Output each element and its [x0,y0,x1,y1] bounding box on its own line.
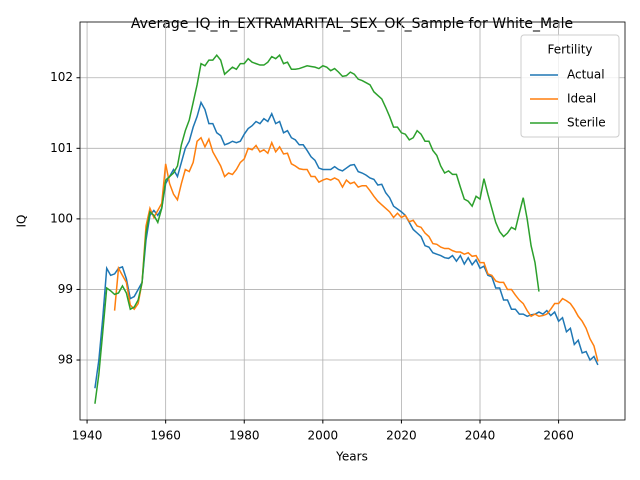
data-line [113,136,599,362]
legend-label: Actual [567,68,605,82]
x-tick-label: 1980 [229,429,260,443]
x-tick-label: 1940 [72,429,103,443]
legend-box [520,34,620,138]
legend-label: Ideal [567,92,596,106]
x-tick-label: 2000 [308,429,339,443]
y-tick-label: 100 [50,211,73,225]
y-tick-label: 99 [58,282,73,296]
y-tick-label: 102 [50,70,73,84]
chart-title: Average_IQ_in_EXTRAMARITAL_SEX_OK_Sample… [131,16,573,32]
x-axis-label: Years [335,450,368,464]
data-line [94,100,599,389]
plot-frame [79,21,626,421]
y-tick-label: 98 [58,353,73,367]
y-tick-label: 101 [50,141,73,155]
x-tick-label: 2040 [465,429,496,443]
data-line [94,53,540,404]
x-tick-label: 2060 [543,429,574,443]
legend-title: Fertility [547,43,592,57]
y-axis-label: IQ [15,215,29,228]
x-tick-label: 2020 [386,429,417,443]
x-tick-label: 1960 [150,429,181,443]
legend-label: Sterile [567,116,606,130]
